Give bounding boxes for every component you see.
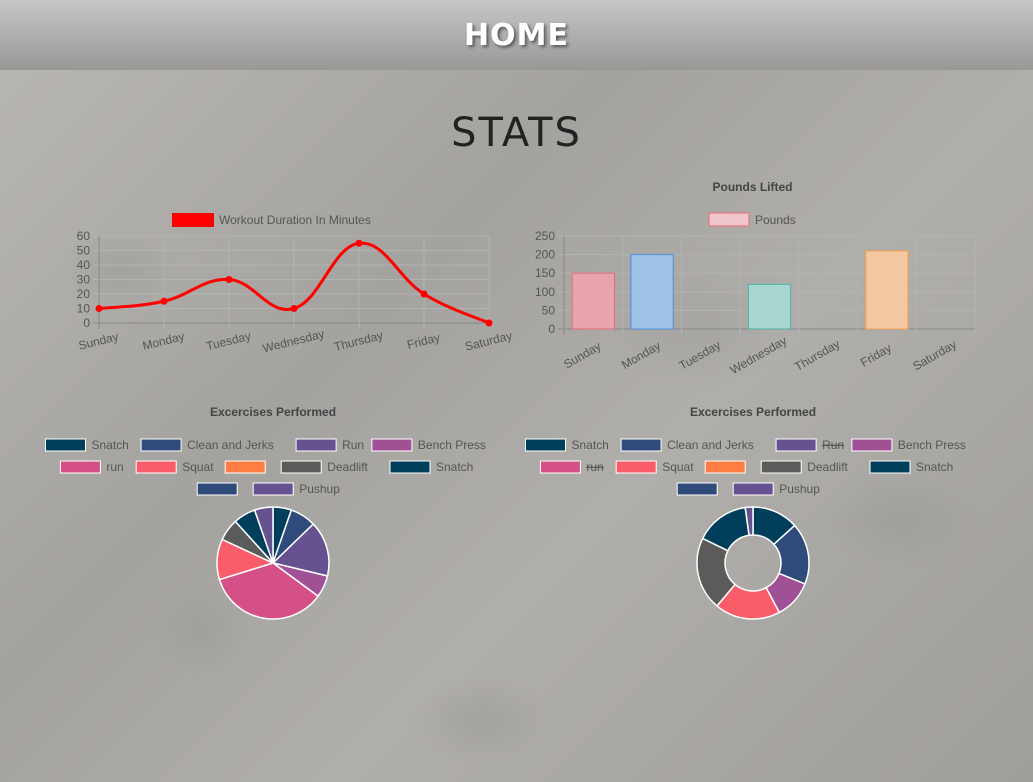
header-bar: Home xyxy=(0,0,1033,70)
y-tick-label: 10 xyxy=(77,302,91,316)
data-point[interactable] xyxy=(355,239,363,247)
y-tick-label: 200 xyxy=(535,248,555,262)
y-tick-label: 50 xyxy=(542,303,556,317)
legend-label: Snatch xyxy=(436,460,473,474)
bar[interactable] xyxy=(747,283,792,330)
legend-label: Snatch xyxy=(92,438,129,452)
legend-swatch[interactable] xyxy=(389,460,431,474)
background-overlay xyxy=(0,70,1033,782)
legend-swatch[interactable] xyxy=(708,212,750,227)
legend-label: Snatch xyxy=(572,438,609,452)
exercises-pie-chart: Excercises Performed Snatch Clean and Jerk… xyxy=(45,405,486,620)
legend-swatch[interactable] xyxy=(371,438,413,452)
legend-label: Bench Press xyxy=(898,438,966,452)
pie-slice[interactable] xyxy=(271,523,330,577)
y-tick-label: 0 xyxy=(83,316,90,330)
pie-slice[interactable] xyxy=(253,506,274,564)
legend-label: Workout Duration In Minutes xyxy=(219,213,371,227)
legend-label: Clean and Jerks xyxy=(667,438,754,452)
legend-label: Squat xyxy=(182,460,214,474)
legend-label: Pounds xyxy=(755,213,796,227)
legend-swatch[interactable] xyxy=(196,482,238,496)
data-point[interactable] xyxy=(160,297,168,305)
y-tick-label: 40 xyxy=(77,258,91,272)
legend-label: run xyxy=(106,460,123,474)
data-point[interactable] xyxy=(95,305,103,312)
legend-swatch[interactable] xyxy=(45,438,86,452)
y-tick-label: 20 xyxy=(77,287,91,301)
chart-title: Excercises Performed xyxy=(690,405,816,419)
y-tick-label: 0 xyxy=(548,322,555,336)
bar[interactable] xyxy=(865,250,909,330)
y-tick-label: 30 xyxy=(77,273,91,287)
legend-swatch[interactable] xyxy=(172,213,214,227)
data-point[interactable] xyxy=(290,305,298,312)
legend-label: Pushup xyxy=(779,482,820,496)
y-tick-label: 150 xyxy=(535,266,555,280)
legend-swatch[interactable] xyxy=(252,482,294,496)
legend-swatch[interactable] xyxy=(280,460,322,474)
legend-label: Squat xyxy=(662,460,694,474)
legend-swatch[interactable] xyxy=(704,460,746,474)
legend-swatch[interactable] xyxy=(224,460,266,474)
y-tick-label: 250 xyxy=(535,229,555,243)
legend-label: Pushup xyxy=(299,482,340,496)
y-tick-label: 100 xyxy=(535,285,555,299)
legend-swatch[interactable] xyxy=(851,438,893,452)
chart-title: Pounds Lifted xyxy=(713,180,793,194)
pounds-lifted-bar-chart: Pounds LiftedPounds050100150200250Sunday… xyxy=(535,180,976,377)
legend-swatch[interactable] xyxy=(135,460,177,474)
legend-swatch[interactable] xyxy=(59,460,101,474)
legend-label: Clean and Jerks xyxy=(187,438,274,452)
legend-swatch[interactable] xyxy=(775,438,817,452)
legend-swatch[interactable] xyxy=(760,460,802,474)
legend-label: Deadlift xyxy=(327,460,368,474)
legend-swatch[interactable] xyxy=(732,482,774,496)
header-title[interactable]: Home xyxy=(464,17,569,53)
bar[interactable] xyxy=(571,272,615,330)
legend-label: Run xyxy=(822,438,844,452)
legend-label: Run xyxy=(342,438,364,452)
page-title: Stats xyxy=(451,110,582,156)
workout-duration-line-chart: Workout Duration In Minutes 0102030405060… xyxy=(77,213,514,355)
chart-title: Excercises Performed xyxy=(210,405,336,419)
legend-swatch[interactable] xyxy=(140,438,182,452)
legend-swatch[interactable] xyxy=(869,460,911,474)
legend-swatch[interactable] xyxy=(525,438,566,452)
legend-label: Snatch xyxy=(916,460,953,474)
data-point[interactable] xyxy=(485,319,493,327)
pie-slice[interactable] xyxy=(744,506,754,537)
legend-label: Bench Press xyxy=(418,438,486,452)
pie-slice[interactable] xyxy=(218,562,320,620)
y-tick-label: 50 xyxy=(77,244,91,258)
legend-swatch[interactable] xyxy=(620,438,662,452)
legend-label: Deadlift xyxy=(807,460,848,474)
y-tick-label: 60 xyxy=(77,229,91,243)
data-point[interactable] xyxy=(225,276,233,283)
legend-swatch[interactable] xyxy=(676,482,718,496)
legend-swatch[interactable] xyxy=(539,460,581,474)
legend-swatch[interactable] xyxy=(615,460,657,474)
data-point[interactable] xyxy=(420,290,428,298)
bar[interactable] xyxy=(630,254,674,330)
legend-label: run xyxy=(586,460,603,474)
legend-swatch[interactable] xyxy=(295,438,337,452)
